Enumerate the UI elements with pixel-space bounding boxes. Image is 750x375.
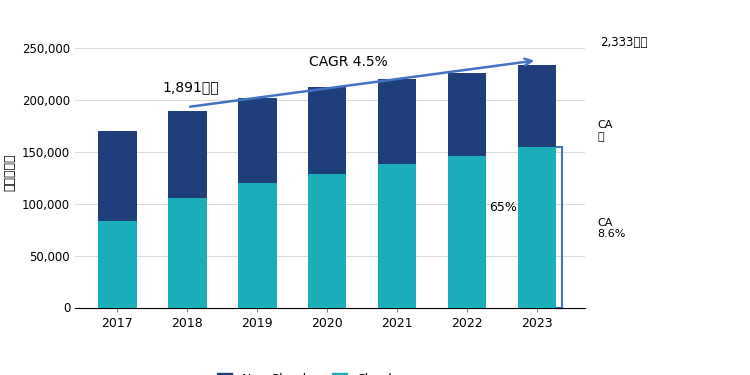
Bar: [448, 73, 486, 156]
Y-axis label: （百万円）: （百万円）: [4, 154, 16, 191]
Text: CAGR 4.5%: CAGR 4.5%: [309, 55, 388, 69]
Bar: [448, 156, 486, 308]
Bar: [98, 221, 136, 308]
Text: 2,333億円: 2,333億円: [600, 36, 647, 49]
Bar: [238, 183, 277, 308]
Bar: [98, 131, 136, 221]
Legend: Non-Cloud, Cloud: Non-Cloud, Cloud: [211, 368, 398, 375]
Bar: [308, 87, 347, 174]
Bar: [308, 174, 347, 308]
Text: 65%: 65%: [490, 201, 518, 214]
Bar: [518, 147, 556, 308]
Text: CA
マ: CA マ: [598, 120, 613, 142]
Bar: [518, 64, 556, 147]
Bar: [168, 198, 206, 308]
Bar: [378, 79, 416, 164]
Text: 1,891億円: 1,891億円: [163, 81, 220, 94]
Bar: [378, 164, 416, 308]
Bar: [168, 111, 206, 198]
Text: CA
8.6%: CA 8.6%: [598, 217, 626, 239]
Bar: [238, 98, 277, 183]
